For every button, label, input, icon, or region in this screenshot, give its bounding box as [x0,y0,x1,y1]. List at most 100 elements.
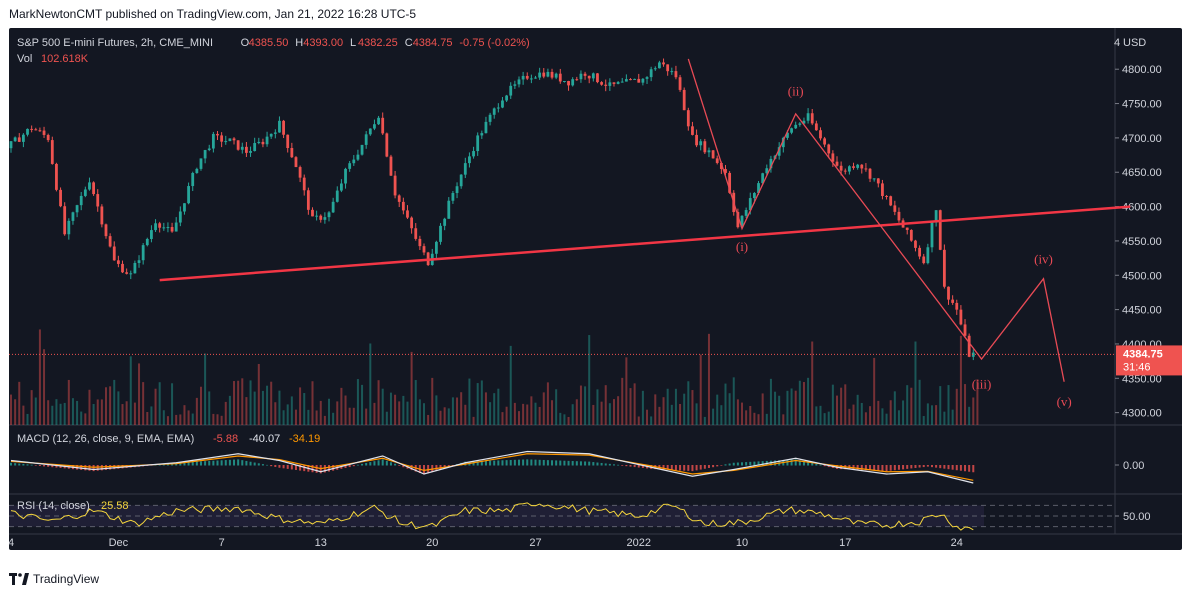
volume-bar [489,402,492,425]
volume-bar [728,393,731,425]
candle-body [154,223,157,231]
volume-bar [897,410,900,425]
volume-bar [852,404,855,425]
x-tick-label: 20 [426,537,438,549]
candle-body [699,141,703,146]
macd-histogram-bar [315,465,318,473]
x-tick-label: 4 [9,537,14,549]
macd-histogram-bar [237,459,240,466]
volume-bar [757,414,760,425]
volume-bar [745,410,748,425]
macd-histogram-bar [753,461,756,466]
candle-body [381,117,385,134]
macd-histogram-bar [604,463,607,466]
candle-body [955,302,959,310]
macd-histogram-bar [270,465,273,467]
candle-body [492,108,496,115]
candle-body [781,137,785,148]
candle-body [509,85,513,96]
candle-body [889,196,893,206]
volume-bar [695,403,698,425]
volume-bar [418,399,421,425]
volume-bar [860,402,863,425]
macd-histogram-bar [691,465,694,472]
candle-body [868,168,872,179]
wave-label: (i) [736,239,748,254]
candle-body [893,205,897,212]
macd-histogram-bar [807,462,810,466]
volume-bar [617,396,620,425]
candle-body [17,137,21,142]
candle-body [476,135,480,152]
candle-body [240,146,244,150]
volume-bar [14,399,17,425]
volume-bar [910,387,913,425]
volume-bar [249,380,252,425]
macd-histogram-bar [683,465,686,471]
tradingview-logo-icon [9,573,29,585]
macd-histogram-bar [286,465,289,469]
candle-body [852,166,855,168]
volume-bar [476,383,479,425]
volume-bar [567,416,570,425]
volume-bar [840,387,843,425]
candle-body [558,73,562,82]
volume-bar [154,388,157,425]
candle-body [306,190,310,210]
volume-bar [38,329,41,425]
candle-body [897,211,901,221]
volume-bar [778,395,781,425]
macd-histogram-bar [253,462,256,466]
macd-histogram-bar [786,459,789,466]
macd-histogram-bar [534,459,537,466]
macd-histogram-bar [505,460,508,466]
candle-body [641,78,645,83]
volume-bar [311,381,314,425]
volume-bar [658,406,661,425]
macd-histogram-bar [902,465,905,470]
volume-bar [315,410,318,425]
candle-body [273,132,277,134]
candle-body [843,170,847,172]
volume-bar [472,416,475,425]
macd-histogram-bar [546,460,549,466]
chart-svg[interactable]: 4300.004350.004400.004450.004500.004550.… [9,28,1182,550]
macd-histogram-bar [84,465,87,471]
macd-histogram-bar [889,465,892,471]
candle-body [401,201,405,211]
candle-body [575,79,579,81]
macd-histogram-bar [629,465,632,467]
candle-body [571,79,575,86]
volume-bar [930,405,933,425]
macd-histogram-bar [216,460,219,466]
volume-bar [641,390,644,425]
macd-histogram-bar [637,465,640,468]
candle-body [790,128,793,133]
volume-bar [484,392,487,425]
macd-histogram-bar [373,461,376,466]
macd-histogram-bar [179,462,182,466]
volume-bar [336,401,339,425]
volume-bar [864,412,867,425]
macd-histogram-bar [26,464,29,466]
candle-body [459,174,463,187]
y-tick-label: 4750.00 [1122,99,1162,111]
volume-bar [551,400,554,425]
volume-bar [964,384,967,425]
macd-histogram-bar [674,465,677,471]
lock-icon: 4 [1114,37,1120,49]
macd-histogram-bar [662,465,665,470]
macd-histogram-bar [703,465,706,469]
candle-body [236,140,240,150]
footer-brand: TradingView [33,572,100,586]
volume-bar [369,343,372,425]
volume-bar [893,391,896,425]
volume-bar [377,380,380,425]
volume-bar [670,404,673,425]
chart-container[interactable]: 4300.00 4350.00 4400.00 4450.00 4500.00 4550.… [9,28,1182,550]
candle-body [719,162,723,169]
volume-bar [699,354,702,425]
candle-body [629,79,632,81]
candle-body [302,177,306,191]
volume-bar [328,398,331,425]
